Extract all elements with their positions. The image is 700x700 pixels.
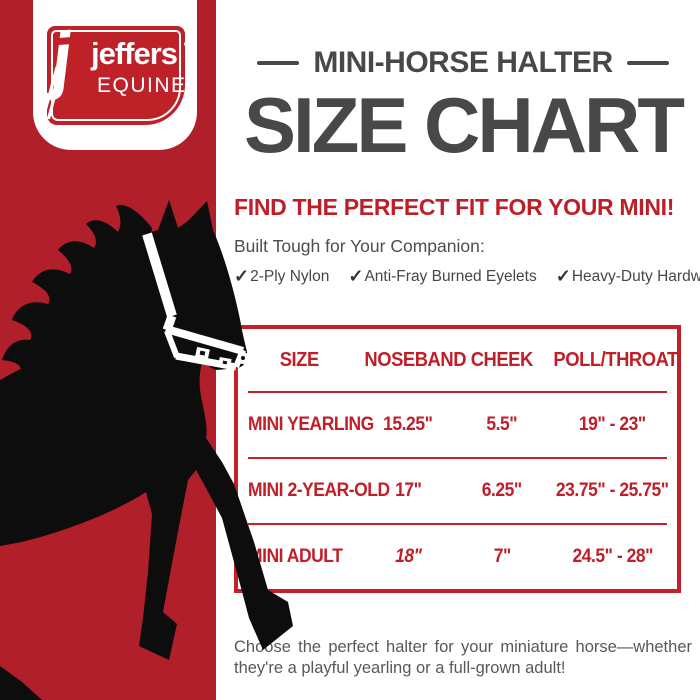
page-title: SIZE CHART: [244, 81, 685, 169]
row-divider: [248, 523, 667, 526]
table-header-row: SIZE NOSEBAND CHEEK POLL/THROAT: [238, 329, 678, 391]
feature-label: Anti-Fray Burned Eyelets: [364, 267, 537, 285]
check-icon: ✓: [348, 266, 364, 287]
column-header-noseband: NOSEBAND: [364, 348, 467, 371]
poll-throat-cell: 24.5" - 28": [572, 546, 653, 568]
poll-throat-cell: 23.75" - 25.75": [556, 480, 669, 502]
size-cell: MINI ADULT: [248, 546, 343, 568]
table-row: MINI YEARLING 15.25" 5.5" 19" - 23": [238, 393, 677, 457]
cheek-cell: 7": [493, 546, 511, 568]
feature-item: ✓ Heavy-Duty Hardware: [556, 266, 700, 287]
kicker-row: MINI-HORSE HALTER: [234, 46, 692, 80]
column-header-size: SIZE: [279, 348, 319, 371]
brand-subname: EQUINE: [97, 74, 187, 97]
feature-item: ✓ Anti-Fray Burned Eyelets: [348, 266, 536, 287]
check-icon: ✓: [555, 266, 571, 287]
closing-paragraph: Choose the perfect halter for your minia…: [234, 638, 692, 678]
right-dash-icon: [626, 61, 669, 65]
column-header-cheek: CHEEK: [470, 348, 534, 371]
feature-label: 2-Ply Nylon: [250, 267, 330, 285]
noseband-cell: 15.25": [383, 414, 433, 436]
feature-list: ✓ 2-Ply Nylon ✓ Anti-Fray Burned Eyelets…: [234, 266, 700, 287]
feature-label: Heavy-Duty Hardware: [571, 267, 700, 285]
left-dash-icon: [257, 61, 300, 65]
headline-text: FIND THE PERFECT FIT FOR YOUR MINI!: [234, 194, 675, 221]
noseband-cell: 18": [394, 546, 422, 568]
subheadline-text: Built Tough for Your Companion:: [234, 236, 485, 257]
table-row: MINI ADULT 18" 7" 24.5" - 28": [238, 525, 677, 589]
trademark-dot-icon: [184, 42, 188, 46]
poll-throat-cell: 19" - 23": [579, 414, 646, 436]
brand-name: jeffers: [91, 36, 178, 71]
cheek-cell: 6.25": [481, 480, 523, 502]
size-cell: MINI 2-YEAR-OLD: [248, 480, 390, 502]
content-column: MINI-HORSE HALTER SIZE CHART FIND THE PE…: [234, 46, 700, 679]
table-row: MINI 2-YEAR-OLD 17" 6.25" 23.75" - 25.75…: [238, 459, 677, 523]
row-divider: [248, 391, 667, 394]
check-icon: ✓: [234, 266, 250, 287]
cheek-cell: 5.5": [486, 414, 518, 436]
kicker-text: MINI-HORSE HALTER: [313, 46, 613, 79]
noseband-cell: 17": [394, 480, 422, 502]
size-chart-table: SIZE NOSEBAND CHEEK POLL/THROAT MINI YEA…: [234, 325, 681, 594]
column-header-poll-throat: POLL/THROAT: [553, 348, 678, 371]
brand-logo-card: j jeffers EQUINE: [33, 0, 197, 150]
size-cell: MINI YEARLING: [248, 414, 374, 436]
feature-item: ✓ 2-Ply Nylon: [234, 266, 329, 287]
row-divider: [248, 457, 667, 460]
brand-logo-plate: j jeffers EQUINE: [42, 16, 188, 125]
